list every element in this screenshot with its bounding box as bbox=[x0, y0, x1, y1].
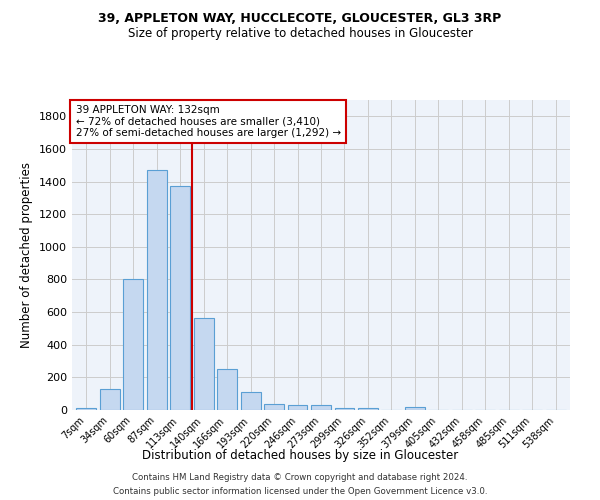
Bar bbox=[335, 408, 355, 410]
Bar bbox=[100, 389, 119, 410]
Bar bbox=[146, 170, 167, 410]
Bar bbox=[311, 405, 331, 410]
Y-axis label: Number of detached properties: Number of detached properties bbox=[20, 162, 34, 348]
Bar bbox=[287, 405, 307, 410]
Text: Distribution of detached houses by size in Gloucester: Distribution of detached houses by size … bbox=[142, 448, 458, 462]
Text: Contains public sector information licensed under the Open Government Licence v3: Contains public sector information licen… bbox=[113, 486, 487, 496]
Bar bbox=[194, 318, 214, 410]
Text: Size of property relative to detached houses in Gloucester: Size of property relative to detached ho… bbox=[128, 28, 473, 40]
Bar bbox=[405, 406, 425, 410]
Text: 39, APPLETON WAY, HUCCLECOTE, GLOUCESTER, GL3 3RP: 39, APPLETON WAY, HUCCLECOTE, GLOUCESTER… bbox=[98, 12, 502, 26]
Bar bbox=[76, 408, 96, 410]
Bar bbox=[241, 392, 260, 410]
Text: 39 APPLETON WAY: 132sqm
← 72% of detached houses are smaller (3,410)
27% of semi: 39 APPLETON WAY: 132sqm ← 72% of detache… bbox=[76, 105, 341, 138]
Bar bbox=[358, 408, 378, 410]
Bar bbox=[217, 369, 237, 410]
Bar bbox=[123, 280, 143, 410]
Text: Contains HM Land Registry data © Crown copyright and database right 2024.: Contains HM Land Registry data © Crown c… bbox=[132, 473, 468, 482]
Bar bbox=[170, 186, 190, 410]
Bar bbox=[264, 404, 284, 410]
